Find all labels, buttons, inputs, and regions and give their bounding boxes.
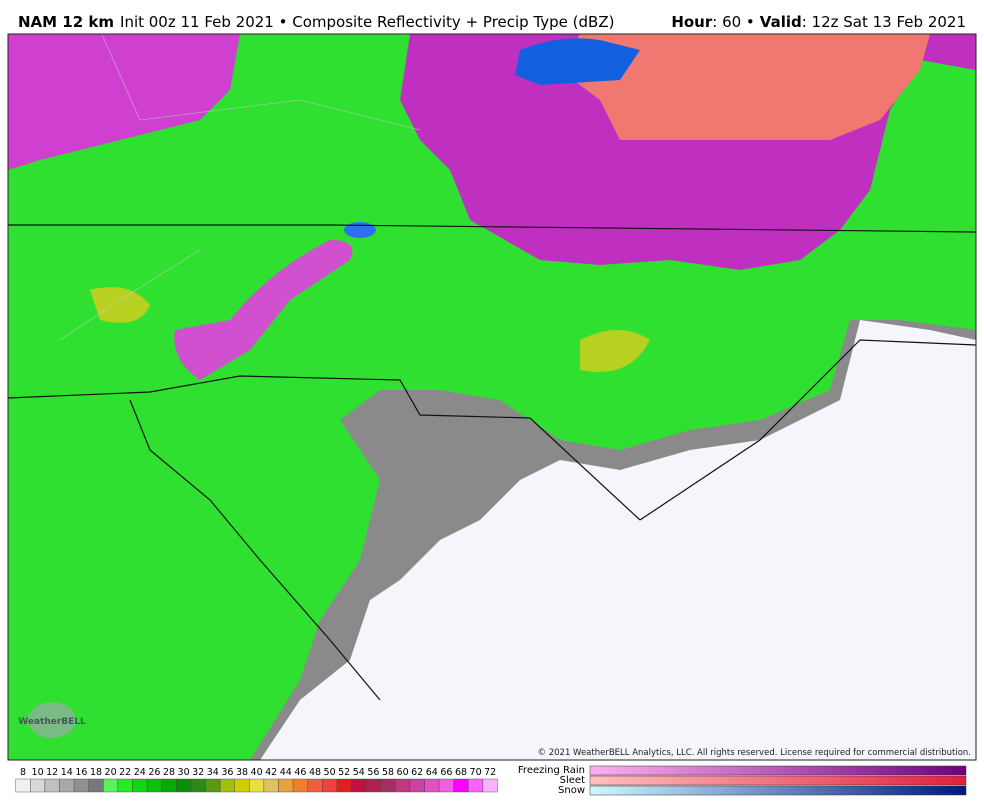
scale-label: 32 (192, 767, 204, 778)
scale-swatch (336, 778, 352, 793)
scale-swatch (219, 778, 235, 793)
scale-swatch (73, 778, 89, 793)
scale-swatch (438, 778, 454, 793)
scale-label: 28 (163, 767, 175, 778)
scale-swatch (424, 778, 440, 793)
valid-value: : 12z Sat 13 Feb 2021 (802, 13, 966, 31)
header-right: Hour: 60 • Valid: 12z Sat 13 Feb 2021 (671, 13, 966, 31)
hour-label: Hour (671, 13, 713, 31)
scale-label: 18 (90, 767, 102, 778)
scale-swatch (263, 778, 279, 793)
precip-type-label: Snow (558, 785, 585, 796)
precip-type-label: Freezing Rain (518, 765, 585, 776)
scale-swatch (453, 778, 469, 793)
state-borders (8, 224, 976, 701)
scale-swatch (278, 778, 294, 793)
scale-swatch (234, 778, 250, 793)
scale-swatch (103, 778, 119, 793)
scale-swatch (380, 778, 396, 793)
description: Init 00z 11 Feb 2021 • Composite Reflect… (120, 13, 614, 31)
yellow-cores (90, 287, 650, 372)
scale-label: 72 (484, 767, 496, 778)
scale-swatch (205, 778, 221, 793)
scale-label: 10 (32, 767, 44, 778)
scale-label: 56 (367, 767, 379, 778)
scale-swatch (59, 778, 75, 793)
copyright: © 2021 WeatherBELL Analytics, LLC. All r… (538, 748, 971, 758)
color-scale: 8 10 12 14 16 18 20 22 24 26 28 30 32 34 36 38 40 42 44 46 4… (15, 767, 498, 793)
scale-swatch (307, 778, 323, 793)
snow-bar (589, 785, 967, 796)
scale-label: 36 (221, 767, 233, 778)
scale-swatch (351, 778, 367, 793)
snow-spot (344, 222, 376, 238)
scale-swatch (365, 778, 381, 793)
scale-label: 50 (324, 767, 336, 778)
map-frame (7, 33, 977, 761)
scale-swatch (146, 778, 162, 793)
scale-label: 60 (397, 767, 409, 778)
hour-value: : 60 • (712, 13, 755, 31)
magenta-band (174, 240, 353, 380)
scale-label: 62 (411, 767, 423, 778)
scale-label: 46 (294, 767, 306, 778)
scale-label: 26 (148, 767, 160, 778)
scale-swatch (249, 778, 265, 793)
scale-label: 34 (207, 767, 219, 778)
sleet-bar (589, 775, 967, 786)
scale-swatch (468, 778, 484, 793)
scale-label: 42 (265, 767, 277, 778)
scale-label: 68 (455, 767, 467, 778)
scale-swatch (292, 778, 308, 793)
scale-swatch (161, 778, 177, 793)
scale-label: 16 (75, 767, 87, 778)
scale-swatch (322, 778, 338, 793)
scale-swatch (395, 778, 411, 793)
scale-label: 8 (20, 767, 26, 778)
scale-swatch (117, 778, 133, 793)
scale-label: 30 (178, 767, 190, 778)
snow-area (515, 38, 640, 85)
scale-label: 48 (309, 767, 321, 778)
scale-label: 70 (470, 767, 482, 778)
map: WeatherBELL © 2021 WeatherBELL Analytics… (8, 34, 976, 760)
scale-swatch (88, 778, 104, 793)
header-left: NAM 12 km Init 00z 11 Feb 2021 • Composit… (18, 13, 614, 31)
scale-label: 52 (338, 767, 350, 778)
scale-swatch (15, 778, 31, 793)
scale-label: 20 (105, 767, 117, 778)
valid-label: Valid (760, 13, 802, 31)
county-lines (59, 34, 421, 341)
sleet-area (560, 34, 930, 140)
scale-label: 38 (236, 767, 248, 778)
freezing-rain-bar (589, 765, 967, 776)
logo: WeatherBELL (18, 717, 86, 727)
scale-label: 54 (353, 767, 365, 778)
precip-type-label: Sleet (560, 775, 585, 786)
scale-label: 40 (251, 767, 263, 778)
scale-label: 14 (61, 767, 73, 778)
logo-badge (28, 702, 76, 738)
scale-label: 22 (119, 767, 131, 778)
scale-label: 66 (440, 767, 452, 778)
scale-swatch (30, 778, 46, 793)
scale-swatch (44, 778, 60, 793)
magenta-nw (8, 34, 240, 170)
scale-label: 24 (134, 767, 146, 778)
scale-swatch (132, 778, 148, 793)
scale-label: 58 (382, 767, 394, 778)
scale-label: 44 (280, 767, 292, 778)
scale-label: 12 (46, 767, 58, 778)
scale-swatch (190, 778, 206, 793)
scale-swatch (409, 778, 425, 793)
scale-swatch (176, 778, 192, 793)
scale-swatch (482, 778, 498, 793)
scale-label: 64 (426, 767, 438, 778)
model: NAM 12 km (18, 13, 114, 31)
